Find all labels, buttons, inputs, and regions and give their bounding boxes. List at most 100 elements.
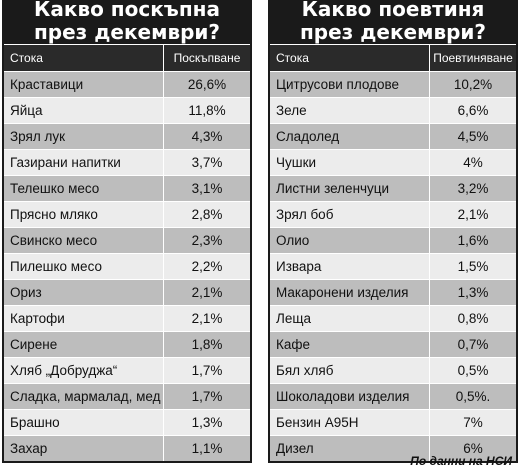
item-value: 2,1% xyxy=(163,280,250,305)
item-value: 3,7% xyxy=(163,150,250,175)
item-name: Картофи xyxy=(10,311,65,326)
item-value: 1,1% xyxy=(163,436,250,461)
price-increase-table: Какво поскъпна през декември? Стока Поск… xyxy=(2,0,252,463)
table-row: Захар 1,1% xyxy=(4,435,250,461)
item-name: Кафе xyxy=(276,337,310,352)
table-row: Картофи 2,1% xyxy=(4,305,250,331)
item-name: Телешко месо xyxy=(10,181,100,196)
column-header-item: Стока xyxy=(10,51,43,65)
item-name: Прясно мляко xyxy=(10,207,98,222)
item-value: 4,5% xyxy=(429,124,516,149)
item-name: Леща xyxy=(276,311,311,326)
table-title: Какво поевтиня през декември? xyxy=(270,0,516,44)
table-row: Сладка, мармалад, мед 1,7% xyxy=(4,383,250,409)
item-value: 6,6% xyxy=(429,98,516,123)
table-row: Бензин А95Н 7% xyxy=(270,409,516,435)
table-row: Прясно мляко 2,8% xyxy=(4,201,250,227)
column-header-value: Поевтиняване xyxy=(429,45,516,71)
item-value: 7% xyxy=(429,410,516,435)
table-row: Леща 0,8% xyxy=(270,305,516,331)
table-row: Дизел 6% xyxy=(270,435,516,461)
table-row: Газирани напитки 3,7% xyxy=(4,149,250,175)
source-note: По данни на НСИ xyxy=(410,454,512,468)
table-row: Зеле 6,6% xyxy=(270,97,516,123)
item-value: 2,1% xyxy=(429,202,516,227)
table-row: Телешко месо 3,1% xyxy=(4,175,250,201)
table-row: Листни зеленчуци 3,2% xyxy=(270,175,516,201)
item-name: Дизел xyxy=(276,441,314,456)
table-row: Свинско месо 2,3% xyxy=(4,227,250,253)
item-name: Макаронени изделия xyxy=(276,285,409,300)
item-value: 2,8% xyxy=(163,202,250,227)
table-row: Сирене 1,8% xyxy=(4,331,250,357)
table-row: Извара 1,5% xyxy=(270,253,516,279)
table-row: Зрял лук 4,3% xyxy=(4,123,250,149)
table-row: Кафе 0,7% xyxy=(270,331,516,357)
item-name: Свинско месо xyxy=(10,233,98,248)
table-body: Цитрусови плодове 10,2% Зеле 6,6% Сладолед 4,… xyxy=(270,71,516,461)
item-name: Захар xyxy=(10,441,48,456)
item-value: 1,7% xyxy=(163,358,250,383)
table-row: Краставици 26,6% xyxy=(4,71,250,97)
item-value: 1,5% xyxy=(429,254,516,279)
title-line-1: Какво поскъпна xyxy=(34,0,220,21)
item-value: 11,8% xyxy=(163,98,250,123)
item-name: Зеле xyxy=(276,103,307,118)
item-name: Хляб „Добруджа“ xyxy=(10,363,118,378)
column-header-value: Поскъпване xyxy=(163,45,250,71)
item-name: Олио xyxy=(276,233,310,248)
item-name: Пилешко месо xyxy=(10,259,102,274)
table-row: Чушки 4% xyxy=(270,149,516,175)
table-row: Брашно 1,3% xyxy=(4,409,250,435)
item-value: 0,7% xyxy=(429,332,516,357)
item-name: Листни зеленчуци xyxy=(276,181,390,196)
table-row: Зрял боб 2,1% xyxy=(270,201,516,227)
table-row: Олио 1,6% xyxy=(270,227,516,253)
item-value: 3,2% xyxy=(429,176,516,201)
item-name: Бял хляб xyxy=(276,363,334,378)
column-header-item: Стока xyxy=(276,51,309,65)
item-value: 1,3% xyxy=(163,410,250,435)
item-name: Краставици xyxy=(10,77,84,92)
item-name: Извара xyxy=(276,259,322,274)
item-value: 2,2% xyxy=(163,254,250,279)
item-value: 1,6% xyxy=(429,228,516,253)
table-row: Пилешко месо 2,2% xyxy=(4,253,250,279)
item-value: 1,8% xyxy=(163,332,250,357)
table-header: Стока Поскъпване xyxy=(4,44,250,71)
item-value: 4,3% xyxy=(163,124,250,149)
table-row: Шоколадови изделия 0,5%. xyxy=(270,383,516,409)
table-row: Яйца 11,8% xyxy=(4,97,250,123)
item-name: Брашно xyxy=(10,415,60,430)
item-name: Яйца xyxy=(10,103,43,118)
table-row: Бял хляб 0,5% xyxy=(270,357,516,383)
item-value: 2,1% xyxy=(163,306,250,331)
item-value: 6% xyxy=(429,436,516,461)
item-value: 3,1% xyxy=(163,176,250,201)
item-value: 2,3% xyxy=(163,228,250,253)
item-value: 0,8% xyxy=(429,306,516,331)
item-value: 4% xyxy=(429,150,516,175)
table-row: Цитрусови плодове 10,2% xyxy=(270,71,516,97)
table-header: Стока Поевтиняване xyxy=(270,44,516,71)
item-name: Цитрусови плодове xyxy=(276,77,400,92)
item-name: Шоколадови изделия xyxy=(276,389,410,404)
table-row: Сладолед 4,5% xyxy=(270,123,516,149)
item-value: 10,2% xyxy=(429,72,516,97)
item-name: Чушки xyxy=(276,155,317,170)
item-value: 26,6% xyxy=(163,72,250,97)
price-decrease-table: Какво поевтиня през декември? Стока Поев… xyxy=(268,0,518,463)
title-line-2: през декември? xyxy=(33,20,221,44)
item-value: 1,3% xyxy=(429,280,516,305)
table-row: Хляб „Добруджа“ 1,7% xyxy=(4,357,250,383)
item-name: Бензин А95Н xyxy=(276,415,359,430)
title-line-1: Какво поевтиня xyxy=(301,0,485,21)
item-name: Сирене xyxy=(10,337,58,352)
item-name: Газирани напитки xyxy=(10,155,121,170)
item-name: Зрял лук xyxy=(10,129,65,144)
table-row: Ориз 2,1% xyxy=(4,279,250,305)
item-name: Зрял боб xyxy=(276,207,334,222)
table-title: Какво поскъпна през декември? xyxy=(4,0,250,44)
table-body: Краставици 26,6% Яйца 11,8% Зрял лук 4,3% Гази… xyxy=(4,71,250,461)
title-line-2: през декември? xyxy=(299,20,487,44)
